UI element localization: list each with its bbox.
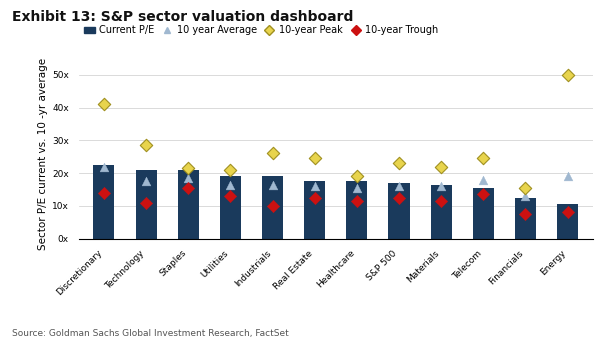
Point bbox=[310, 195, 319, 201]
Point bbox=[226, 193, 235, 199]
Point bbox=[521, 193, 531, 199]
Point bbox=[521, 211, 531, 217]
Bar bbox=[515, 198, 536, 239]
Point bbox=[226, 182, 235, 187]
Point bbox=[310, 155, 319, 161]
Bar bbox=[346, 181, 367, 239]
Point bbox=[267, 182, 277, 187]
Point bbox=[99, 164, 109, 169]
Bar bbox=[388, 183, 410, 239]
Point bbox=[563, 210, 572, 215]
Point bbox=[436, 198, 446, 204]
Bar bbox=[473, 188, 494, 239]
Point bbox=[479, 192, 488, 197]
Point bbox=[352, 174, 362, 179]
Point bbox=[394, 183, 404, 189]
Point bbox=[267, 151, 277, 156]
Point bbox=[394, 195, 404, 201]
Point bbox=[99, 190, 109, 195]
Point bbox=[436, 164, 446, 169]
Point bbox=[521, 185, 531, 191]
Text: Exhibit 13: S&P sector valuation dashboard: Exhibit 13: S&P sector valuation dashboa… bbox=[12, 10, 353, 24]
Point bbox=[226, 167, 235, 173]
Point bbox=[141, 143, 151, 148]
Bar bbox=[220, 176, 241, 239]
Point bbox=[183, 175, 193, 181]
Bar bbox=[262, 176, 283, 239]
Point bbox=[479, 155, 488, 161]
Point bbox=[141, 179, 151, 184]
Legend: Current P/E, 10 year Average, 10-year Peak, 10-year Trough: Current P/E, 10 year Average, 10-year Pe… bbox=[83, 25, 439, 35]
Bar bbox=[557, 204, 578, 239]
Bar bbox=[178, 170, 199, 239]
Bar bbox=[431, 184, 452, 239]
Y-axis label: Sector P/E current vs. 10 -yr average: Sector P/E current vs. 10 -yr average bbox=[38, 57, 48, 250]
Point bbox=[394, 161, 404, 166]
Point bbox=[563, 72, 572, 77]
Point bbox=[436, 183, 446, 189]
Point bbox=[183, 165, 193, 171]
Point bbox=[479, 177, 488, 182]
Point bbox=[352, 185, 362, 191]
Point bbox=[183, 185, 193, 191]
Point bbox=[563, 174, 572, 179]
Point bbox=[352, 198, 362, 204]
Point bbox=[310, 183, 319, 189]
Text: Source: Goldman Sachs Global Investment Research, FactSet: Source: Goldman Sachs Global Investment … bbox=[12, 329, 289, 338]
Point bbox=[99, 102, 109, 107]
Point bbox=[267, 203, 277, 209]
Bar bbox=[93, 165, 114, 239]
Point bbox=[141, 200, 151, 205]
Bar bbox=[304, 181, 325, 239]
Bar bbox=[136, 170, 157, 239]
